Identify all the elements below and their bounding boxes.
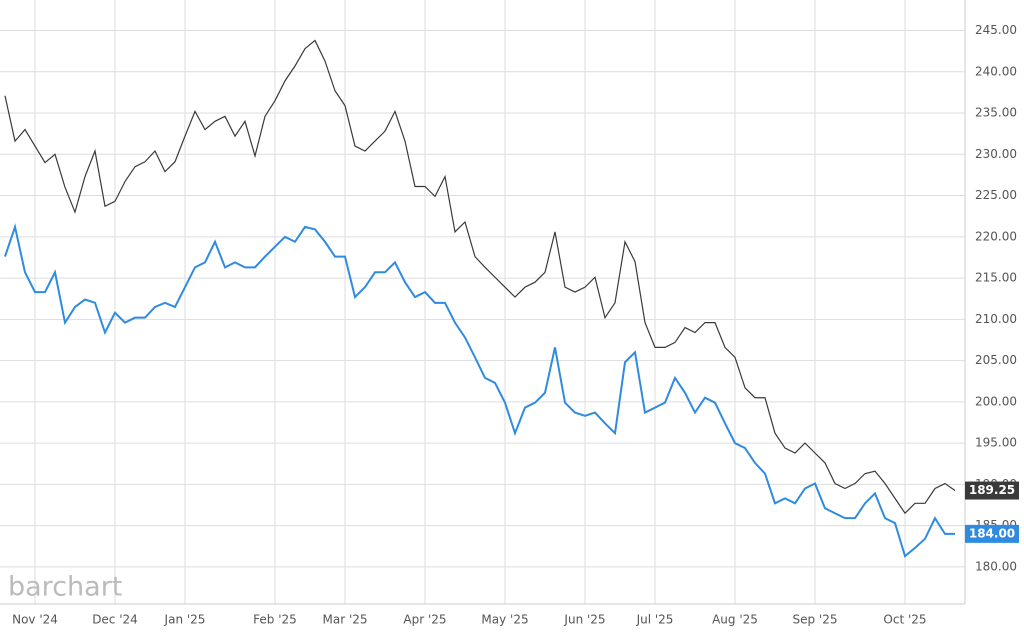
y-tick-label: 235.00 bbox=[975, 106, 1017, 120]
x-tick-label: Oct '25 bbox=[883, 613, 926, 627]
y-tick-label: 220.00 bbox=[975, 229, 1017, 243]
watermark: barchart bbox=[8, 572, 122, 603]
y-tick-label: 240.00 bbox=[975, 64, 1017, 78]
last-price-box bbox=[965, 481, 1019, 500]
x-tick-label: Jun '25 bbox=[563, 613, 605, 627]
last-price-label: 189.25 bbox=[969, 483, 1015, 497]
x-tick-label: Mar '25 bbox=[322, 613, 367, 627]
x-tick-label: Jan '25 bbox=[164, 613, 206, 627]
x-tick-label: Aug '25 bbox=[712, 613, 758, 627]
line-series bbox=[4, 39, 956, 515]
x-tick-label: Sep '25 bbox=[793, 613, 838, 627]
x-tick-label: Nov '24 bbox=[12, 613, 58, 627]
last-price-box bbox=[965, 524, 1019, 543]
y-tick-label: 215.00 bbox=[975, 271, 1017, 285]
y-tick-label: 225.00 bbox=[975, 188, 1017, 202]
y-tick-label: 195.00 bbox=[975, 436, 1017, 450]
y-tick-label: 180.00 bbox=[975, 559, 1017, 573]
y-tick-label: 210.00 bbox=[975, 312, 1017, 326]
x-tick-label: Feb '25 bbox=[253, 613, 297, 627]
y-tick-label: 200.00 bbox=[975, 394, 1017, 408]
x-tick-label: Dec '24 bbox=[92, 613, 138, 627]
x-tick-label: May '25 bbox=[481, 613, 528, 627]
line-series bbox=[4, 223, 955, 558]
x-tick-label: Jul '25 bbox=[636, 613, 674, 627]
y-tick-label: 245.00 bbox=[975, 23, 1017, 37]
x-tick-label: Apr '25 bbox=[403, 613, 446, 627]
y-tick-label: 230.00 bbox=[975, 147, 1017, 161]
y-tick-label: 205.00 bbox=[975, 353, 1017, 367]
last-price-label: 184.00 bbox=[969, 526, 1015, 540]
